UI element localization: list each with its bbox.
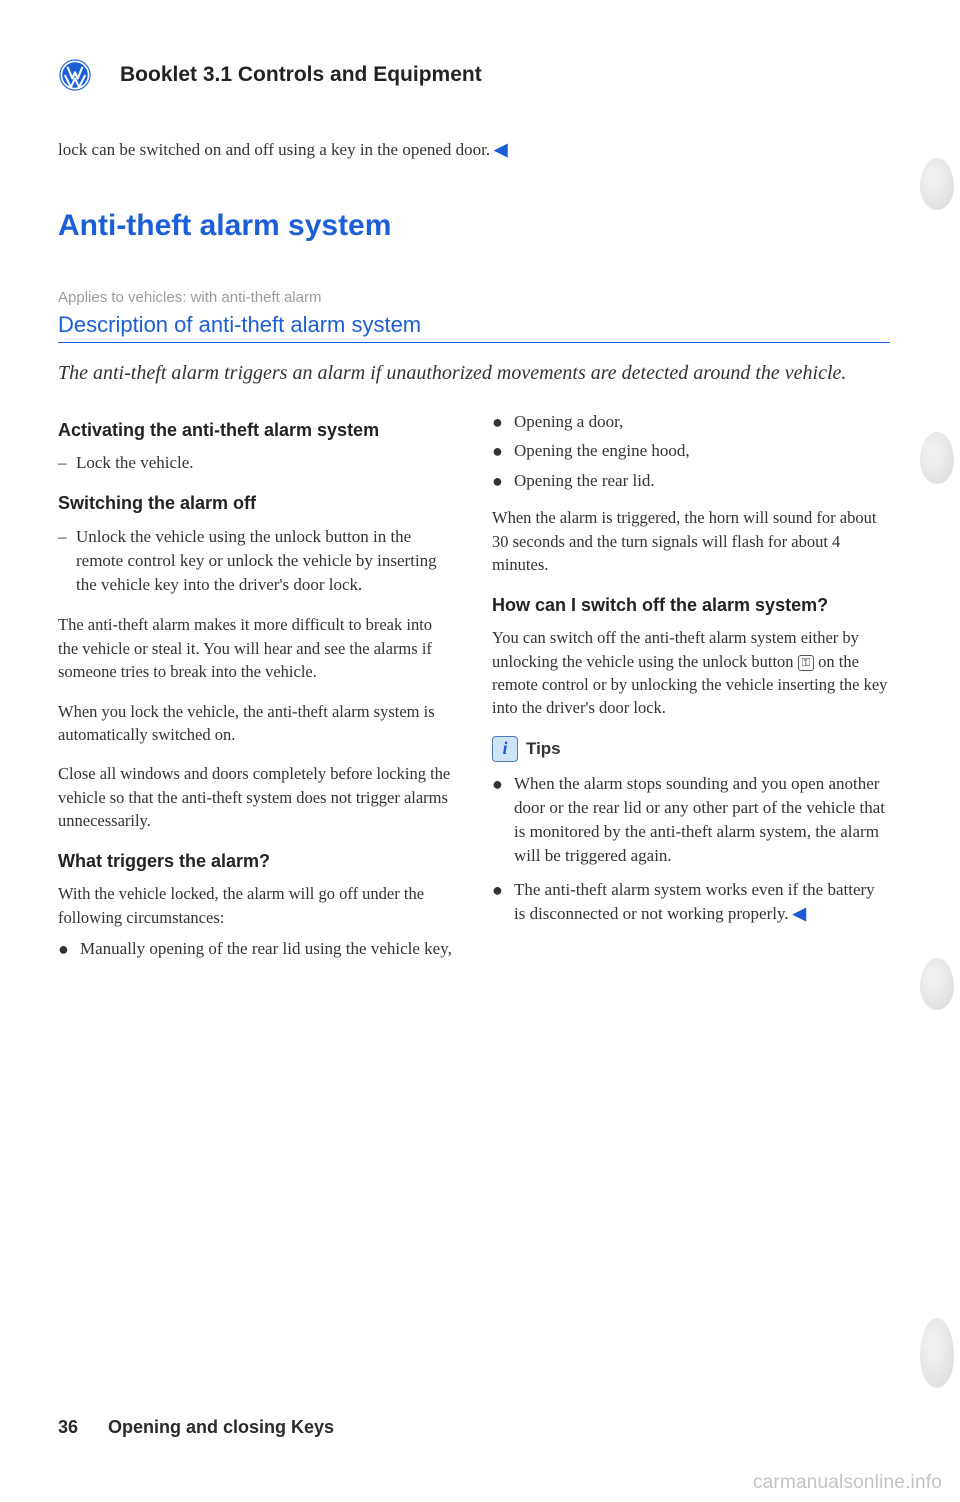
manual-page: Booklet 3.1 Controls and Equipment lock … xyxy=(0,0,960,1502)
tips-heading: i Tips xyxy=(492,736,890,762)
right-column: ● Opening a door, ● Opening the engine h… xyxy=(492,410,890,967)
watermark-text: carmanualsonline.info xyxy=(753,1472,942,1494)
list-item: – Lock the vehicle. xyxy=(58,451,456,475)
bullet-icon: ● xyxy=(492,439,514,465)
booklet-title: Booklet 3.1 Controls and Equipment xyxy=(120,63,482,87)
list-item: ● Opening the engine hood, xyxy=(492,439,890,465)
carry-over-content: lock can be switched on and off using a … xyxy=(58,140,490,159)
bullet-icon: ● xyxy=(492,469,514,495)
heading-switching-off: Switching the alarm off xyxy=(58,491,456,517)
end-marker-icon: ◀ xyxy=(494,140,507,159)
info-icon: i xyxy=(492,736,518,762)
page-header: Booklet 3.1 Controls and Equipment xyxy=(58,58,890,92)
body-paragraph: You can switch off the anti-theft alarm … xyxy=(492,626,890,720)
body-paragraph: When the alarm is triggered, the horn wi… xyxy=(492,506,890,576)
content-columns: Activating the anti-theft alarm system –… xyxy=(58,410,890,967)
heading-how-switch-off: How can I switch off the alarm system? xyxy=(492,593,890,619)
trigger-item: Manually opening of the rear lid using t… xyxy=(80,937,452,963)
heading-activating: Activating the anti-theft alarm system xyxy=(58,418,456,444)
body-paragraph: Close all windows and doors completely b… xyxy=(58,762,456,832)
trigger-item: Opening a door, xyxy=(514,410,623,436)
dash-icon: – xyxy=(58,451,76,475)
carry-over-text: lock can be switched on and off using a … xyxy=(58,138,890,163)
dash-icon: – xyxy=(58,525,76,597)
bullet-icon: ● xyxy=(492,878,514,926)
applies-note: Applies to vehicles: with anti-theft ala… xyxy=(58,289,890,306)
heading-triggers: What triggers the alarm? xyxy=(58,849,456,875)
end-marker-icon: ◀ xyxy=(793,904,806,923)
intro-summary: The anti-theft alarm triggers an alarm i… xyxy=(58,359,890,388)
left-column: Activating the anti-theft alarm system –… xyxy=(58,410,456,967)
bullet-icon: ● xyxy=(492,410,514,436)
footer-section-title: Opening and closing Keys xyxy=(108,1417,334,1438)
list-item: ● Manually opening of the rear lid using… xyxy=(58,937,456,963)
tips-label: Tips xyxy=(526,737,561,761)
vw-logo-icon xyxy=(58,58,92,92)
thumb-shadow-icon xyxy=(920,158,954,210)
switch-off-step: Unlock the vehicle using the unlock butt… xyxy=(76,525,456,597)
body-paragraph: The anti-theft alarm makes it more diffi… xyxy=(58,613,456,683)
thumb-shadow-icon xyxy=(920,958,954,1010)
list-item: ● When the alarm stops sounding and you … xyxy=(492,772,890,869)
tip-content: The anti-theft alarm system works even i… xyxy=(514,880,875,923)
trigger-item: Opening the rear lid. xyxy=(514,469,655,495)
activate-step: Lock the vehicle. xyxy=(76,451,194,475)
section-heading: Anti-theft alarm system xyxy=(58,209,890,243)
list-item: ● Opening the rear lid. xyxy=(492,469,890,495)
bullet-icon: ● xyxy=(492,772,514,869)
tip-text: When the alarm stops sounding and you op… xyxy=(514,772,890,869)
page-number: 36 xyxy=(58,1417,78,1438)
thumb-shadow-icon xyxy=(920,432,954,484)
page-footer: 36 Opening and closing Keys xyxy=(58,1417,890,1438)
tip-text: The anti-theft alarm system works even i… xyxy=(514,878,890,926)
unlock-key-icon: ⚿ xyxy=(798,655,814,671)
list-item: – Unlock the vehicle using the unlock bu… xyxy=(58,525,456,597)
thumb-shadow-icon xyxy=(920,1318,954,1388)
list-item: ● The anti-theft alarm system works even… xyxy=(492,878,890,926)
subsection-heading: Description of anti-theft alarm system xyxy=(58,312,890,343)
body-paragraph: When you lock the vehicle, the anti-thef… xyxy=(58,700,456,747)
triggers-intro: With the vehicle locked, the alarm will … xyxy=(58,882,456,929)
bullet-icon: ● xyxy=(58,937,80,963)
list-item: ● Opening a door, xyxy=(492,410,890,436)
trigger-item: Opening the engine hood, xyxy=(514,439,690,465)
